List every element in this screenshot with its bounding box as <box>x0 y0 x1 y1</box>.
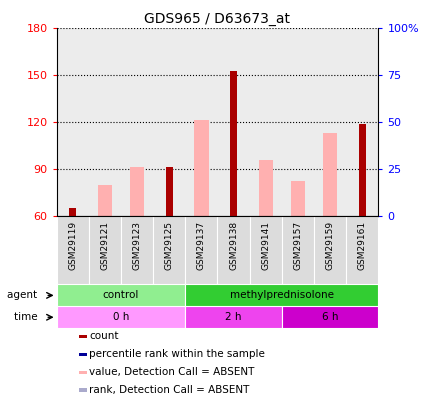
Bar <box>185 306 281 328</box>
Bar <box>290 181 305 216</box>
Text: GSM29123: GSM29123 <box>132 221 141 270</box>
Text: 6 h: 6 h <box>321 312 338 322</box>
Bar <box>194 120 208 216</box>
Bar <box>322 133 337 216</box>
Bar <box>185 216 217 284</box>
Bar <box>281 306 378 328</box>
Text: GSM29157: GSM29157 <box>293 221 302 271</box>
Bar <box>69 208 76 216</box>
Text: GSM29125: GSM29125 <box>164 221 173 270</box>
Text: GSM29159: GSM29159 <box>325 221 334 271</box>
Bar <box>97 185 112 216</box>
Bar <box>56 216 89 284</box>
Text: rank, Detection Call = ABSENT: rank, Detection Call = ABSENT <box>89 385 249 395</box>
Text: GSM29137: GSM29137 <box>197 221 205 271</box>
Bar <box>249 28 281 216</box>
Text: GSM29121: GSM29121 <box>100 221 109 270</box>
Bar <box>56 28 89 216</box>
Bar <box>56 306 185 328</box>
Bar <box>313 28 345 216</box>
Text: time: time <box>13 312 40 322</box>
Bar <box>153 28 185 216</box>
Bar <box>185 284 378 306</box>
Text: percentile rank within the sample: percentile rank within the sample <box>89 349 264 359</box>
Bar <box>217 216 249 284</box>
Text: agent: agent <box>7 290 40 301</box>
Bar <box>313 216 345 284</box>
Bar <box>345 28 378 216</box>
Bar <box>79 371 87 374</box>
Text: control: control <box>102 290 139 301</box>
Bar <box>89 28 121 216</box>
Bar <box>281 216 313 284</box>
Text: GSM29161: GSM29161 <box>357 221 366 271</box>
Bar <box>56 284 185 306</box>
Bar <box>249 216 281 284</box>
Title: GDS965 / D63673_at: GDS965 / D63673_at <box>144 12 290 26</box>
Bar <box>230 70 237 216</box>
Text: 2 h: 2 h <box>225 312 241 322</box>
Bar <box>185 28 217 216</box>
Bar <box>89 216 121 284</box>
Bar <box>153 216 185 284</box>
Bar <box>121 216 153 284</box>
Text: 0 h: 0 h <box>112 312 129 322</box>
Bar <box>345 216 378 284</box>
Bar <box>129 167 144 216</box>
Bar <box>281 28 313 216</box>
Bar <box>217 28 249 216</box>
Bar <box>358 124 365 216</box>
Text: count: count <box>89 331 118 341</box>
Text: GSM29119: GSM29119 <box>68 221 77 271</box>
Bar <box>121 28 153 216</box>
Text: GSM29138: GSM29138 <box>229 221 237 271</box>
Bar <box>79 388 87 392</box>
Bar <box>165 167 172 216</box>
Text: GSM29141: GSM29141 <box>261 221 270 270</box>
Text: methylprednisolone: methylprednisolone <box>229 290 333 301</box>
Bar <box>79 353 87 356</box>
Bar <box>79 335 87 338</box>
Text: value, Detection Call = ABSENT: value, Detection Call = ABSENT <box>89 367 254 377</box>
Bar <box>258 160 273 216</box>
